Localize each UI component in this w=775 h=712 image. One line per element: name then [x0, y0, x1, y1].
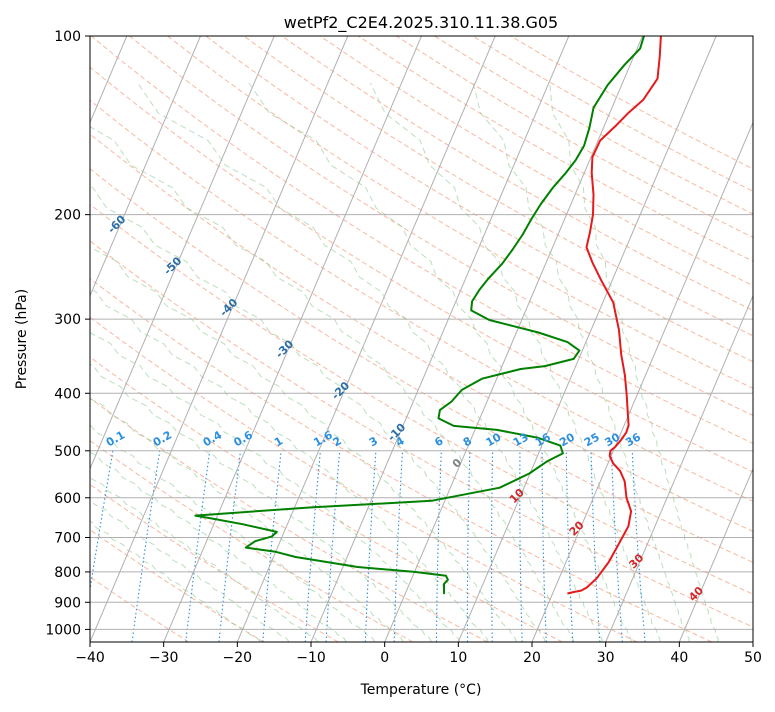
isotherm-label: -50	[161, 254, 184, 277]
isotherm-label: 30	[626, 551, 646, 571]
isotherm-line	[90, 36, 348, 642]
background-lines	[0, 36, 775, 642]
y-tick-label: 500	[54, 444, 81, 460]
mixing-ratio-label: 3	[367, 434, 380, 449]
mixing-ratio-line	[436, 451, 441, 642]
chart-title: wetPf2_C2E4.2025.310.11.38.G05	[284, 13, 558, 33]
mixing-ratio-label: 2	[331, 434, 344, 449]
dry-adiabat-line	[0, 36, 562, 642]
mixing-ratio-label: 10	[484, 430, 504, 449]
x-tick-label: 10	[449, 650, 467, 666]
mixing-ratio-line	[219, 451, 241, 642]
x-tick-label: 20	[523, 650, 541, 666]
isotherm-label: -10	[385, 420, 408, 443]
y-tick-label: 100	[54, 29, 81, 45]
x-tick-label: −10	[296, 650, 326, 666]
x-tick-label: 0	[380, 650, 389, 666]
mixing-ratio-line	[186, 451, 210, 642]
y-tick-label: 600	[54, 491, 81, 507]
dry-adiabat-line	[0, 36, 637, 642]
x-tick-label: −30	[149, 650, 179, 666]
isotherm-label: -80	[0, 129, 17, 152]
isotherm-label: -30	[273, 337, 296, 360]
moist-adiabat-line	[0, 83, 488, 642]
mixing-ratio-label: 16	[533, 430, 553, 449]
isotherm-line	[0, 36, 201, 642]
moist-adiabat-line	[0, 83, 460, 642]
x-tick-label: −20	[223, 650, 253, 666]
y-tick-label: 900	[54, 595, 81, 611]
dry-adiabat-line	[0, 36, 775, 642]
mixing-ratio-label: 1	[272, 434, 285, 449]
grid-lines	[0, 36, 775, 642]
mixing-ratio-label: 0.6	[232, 428, 256, 449]
mixing-ratio-label: 25	[582, 430, 602, 449]
series-group	[195, 36, 661, 594]
y-tick-label: 200	[54, 208, 81, 224]
x-tick-label: 30	[597, 650, 615, 666]
dewpoint-profile-line	[195, 36, 644, 594]
moist-adiabat-line	[0, 83, 260, 642]
isotherm-label: 40	[686, 584, 706, 604]
y-tick-label: 400	[54, 386, 81, 402]
mixing-ratio-label: 0.1	[104, 428, 127, 449]
isotherm-label: -20	[329, 379, 352, 402]
dry-adiabat-line	[168, 36, 775, 642]
isotherm-label: -40	[217, 296, 240, 319]
dry-adiabat-line	[0, 36, 775, 642]
isotherm-line	[532, 36, 775, 642]
mixing-ratio-line	[467, 451, 470, 642]
line-labels: 0.10.20.40.611.62346810131620253036-100-…	[0, 44, 706, 604]
mixing-ratio-label: 0.2	[151, 428, 174, 449]
isotherm-label: 10	[507, 486, 527, 506]
x-tick-label: 40	[670, 650, 688, 666]
moist-adiabat-line	[0, 83, 346, 642]
moist-adiabat-line	[0, 83, 432, 642]
dry-adiabat-line	[0, 36, 775, 642]
moist-adiabat-line	[473, 83, 689, 642]
mixing-ratio-line	[305, 451, 320, 642]
mixing-ratio-line	[492, 451, 493, 642]
isotherm-line	[16, 36, 274, 642]
dry-adiabat-line	[0, 36, 264, 642]
y-tick-label: 800	[54, 565, 81, 581]
mixing-ratio-line	[566, 451, 573, 642]
mixing-ratio-line	[591, 451, 600, 642]
x-axis-label: Temperature (°C)	[360, 682, 482, 698]
isotherm-line	[679, 36, 775, 642]
y-tick-label: 700	[54, 531, 81, 547]
x-tick-label: −40	[75, 650, 105, 666]
dry-adiabat-line	[0, 36, 712, 642]
x-tick-label: 50	[744, 650, 762, 666]
mixing-ratio-label: 30	[602, 430, 622, 449]
isotherm-line	[385, 36, 643, 642]
dry-adiabat-line	[282, 36, 775, 642]
mixing-ratio-line	[82, 451, 113, 642]
dry-adiabat-line	[511, 36, 775, 642]
isotherm-label: 20	[567, 518, 587, 538]
dry-adiabat-line	[0, 36, 413, 642]
isotherm-line	[311, 36, 569, 642]
y-tick-label: 1000	[45, 622, 81, 638]
y-axis-label: Pressure (hPa)	[14, 289, 30, 389]
dry-adiabat-line	[0, 36, 775, 642]
y-tick-label: 300	[54, 312, 81, 328]
isotherm-label: -60	[105, 213, 128, 236]
dry-adiabat-line	[0, 36, 488, 642]
mixing-ratio-line	[365, 451, 376, 642]
dry-adiabat-line	[206, 36, 775, 642]
dry-adiabat-line	[91, 36, 775, 642]
isotherm-line	[606, 36, 775, 642]
isotherm-label: -70	[49, 171, 72, 194]
isotherm-line	[753, 36, 775, 642]
mixing-ratio-label: 0.4	[201, 428, 225, 449]
